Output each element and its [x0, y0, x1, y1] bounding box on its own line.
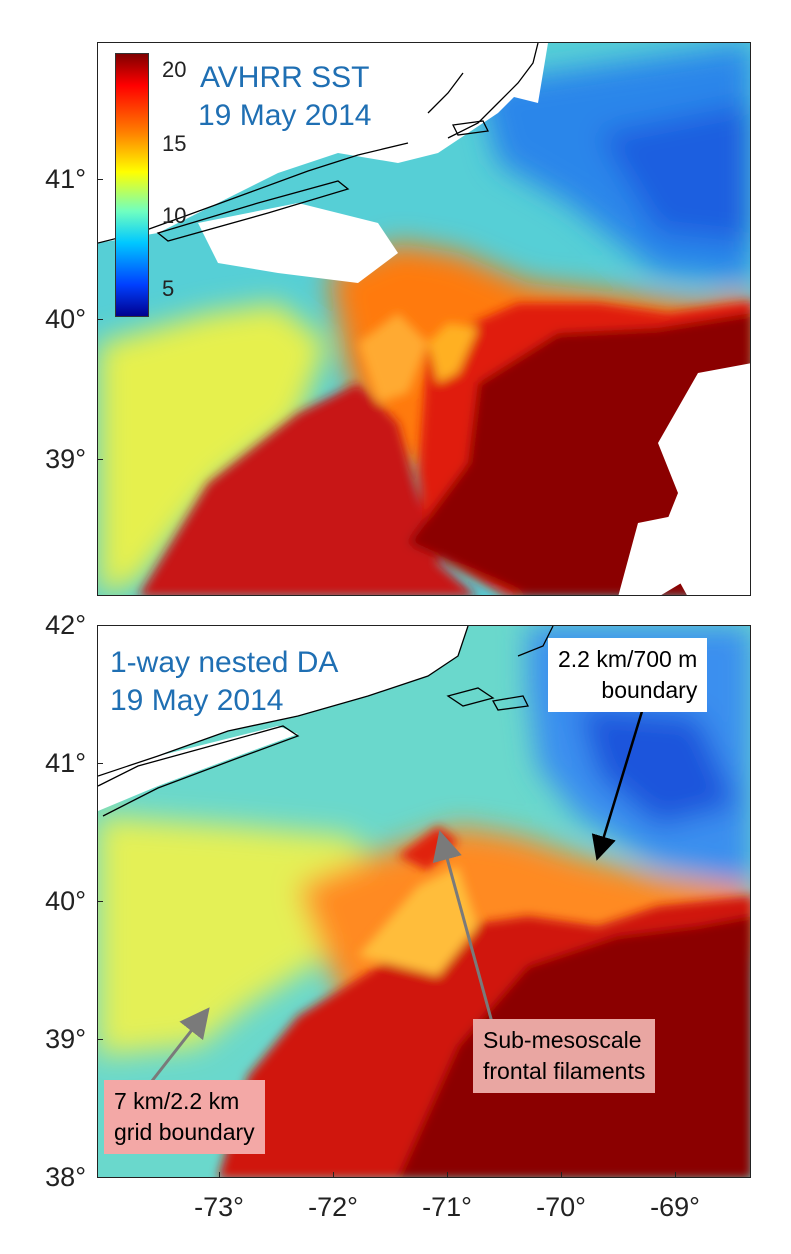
bottom-tickmark [97, 901, 103, 902]
xtick-mark [447, 1172, 448, 1178]
sst-map-top [98, 43, 750, 595]
bottom-ytick-41: 41° [45, 748, 86, 778]
xtick-minus-73: -73° [194, 1192, 244, 1222]
annotation-grid-boundary: 7 km/2.2 km grid boundary [104, 1080, 265, 1154]
annotation-boundary-700m: 2.2 km/700 m boundary [548, 638, 708, 712]
colorbar-label-15: 15 [162, 131, 187, 156]
colorbar-label-10: 10 [162, 203, 187, 228]
xtick-minus-70: -70° [536, 1192, 586, 1222]
xtick-minus-71: -71° [422, 1192, 472, 1222]
xtick-mark [675, 1172, 676, 1178]
colorbar-label-5: 5 [162, 276, 175, 301]
top-ytick-41: 41° [45, 164, 86, 194]
xtick-minus-72: -72° [308, 1192, 358, 1222]
bottom-ytick-40: 40° [45, 886, 86, 916]
sst-map-top-panel: 20 15 10 5 AVHRR SST 19 May 2014 [97, 42, 751, 596]
arrow-grid-boundary [146, 1007, 210, 1087]
annotation-submesoscale: Sub-mesoscale frontal filaments [473, 1019, 656, 1093]
colorbar [115, 53, 149, 317]
top-panel-title-line2: 19 May 2014 [198, 99, 372, 132]
sst-map-bottom [98, 626, 750, 1177]
top-tickmark [97, 459, 103, 460]
colorbar-label-20: 20 [162, 57, 187, 82]
arrow-submesoscale [432, 830, 495, 1027]
xtick-minus-69: -69° [650, 1192, 700, 1222]
top-tickmark [97, 319, 103, 320]
sst-map-bottom-panel: 1-way nested DA 19 May 2014 2.2 km/700 m… [97, 625, 751, 1178]
bottom-panel-title-line1: 1-way nested DA [110, 646, 339, 679]
bottom-panel-title-line2: 19 May 2014 [110, 684, 284, 717]
top-panel-title-line1: AVHRR SST [199, 61, 370, 94]
arrow-boundary-700m [591, 707, 645, 861]
annotation-boundary-700m-line1: 2.2 km/700 m [558, 646, 698, 672]
top-tickmark [97, 179, 103, 180]
annotation-submesoscale-line2: frontal filaments [483, 1058, 646, 1084]
top-ytick-39: 39° [45, 444, 86, 474]
annotation-submesoscale-line1: Sub-mesoscale [483, 1027, 642, 1053]
xtick-mark [219, 1172, 220, 1178]
top-panel-title: AVHRR SST 19 May 2014 [198, 59, 371, 135]
bottom-panel-title: 1-way nested DA 19 May 2014 [110, 644, 338, 720]
bottom-ytick-38: 38° [45, 1162, 86, 1192]
xtick-mark [561, 1172, 562, 1178]
bottom-tickmark [97, 1039, 103, 1040]
annotation-grid-boundary-line2: grid boundary [114, 1119, 255, 1145]
annotation-grid-boundary-line1: 7 km/2.2 km [114, 1088, 240, 1114]
xtick-mark [333, 1172, 334, 1178]
bottom-ytick-42: 42° [45, 610, 86, 640]
top-ytick-40: 40° [45, 304, 86, 334]
bottom-tickmark [97, 763, 103, 764]
bottom-ytick-39: 39° [45, 1024, 86, 1054]
annotation-boundary-700m-line2: boundary [601, 677, 698, 703]
